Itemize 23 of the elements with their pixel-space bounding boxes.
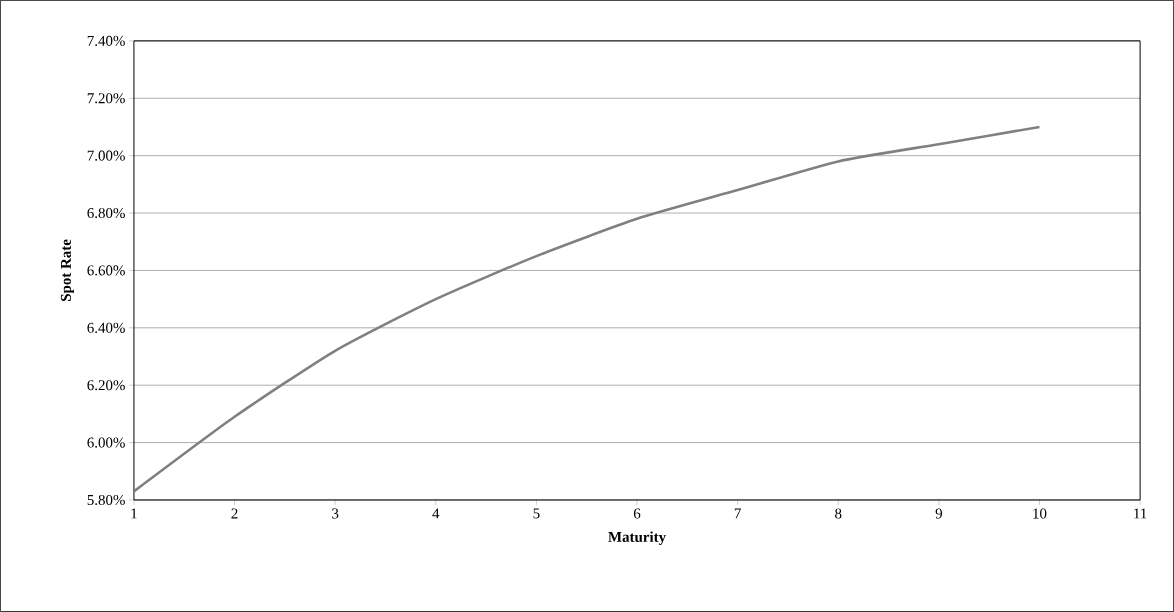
y-tick-label: 6.20% (87, 380, 125, 391)
x-tick-label: 5 (533, 508, 540, 519)
y-tick-label: 6.40% (87, 322, 125, 333)
y-tick-label: 7.40% (87, 35, 125, 47)
x-tick-label: 8 (835, 508, 842, 519)
y-tick-label: 6.00% (87, 437, 125, 448)
x-tick-label: 10 (1033, 508, 1047, 519)
y-tick-label: 6.60% (87, 265, 125, 276)
x-tick-label: 3 (332, 508, 339, 519)
x-tick-label: 2 (231, 508, 238, 519)
x-tick-label: 6 (633, 508, 641, 519)
x-tick-label: 9 (935, 508, 942, 519)
x-tick-label: 4 (432, 508, 440, 519)
y-tick-label: 7.20% (87, 93, 125, 104)
x-tick-label: 11 (1134, 508, 1147, 519)
y-tick-label: 5.80% (87, 494, 125, 506)
y-tick-label: 6.80% (87, 208, 125, 219)
line-series (133, 125, 1041, 493)
x-axis-title: Maturity (608, 531, 666, 546)
y-tick-label: 7.00% (87, 150, 125, 161)
x-tick-label: 7 (734, 508, 741, 519)
x-tick-label: 1 (131, 508, 137, 519)
y-axis-title: Spot Rate (60, 239, 74, 302)
